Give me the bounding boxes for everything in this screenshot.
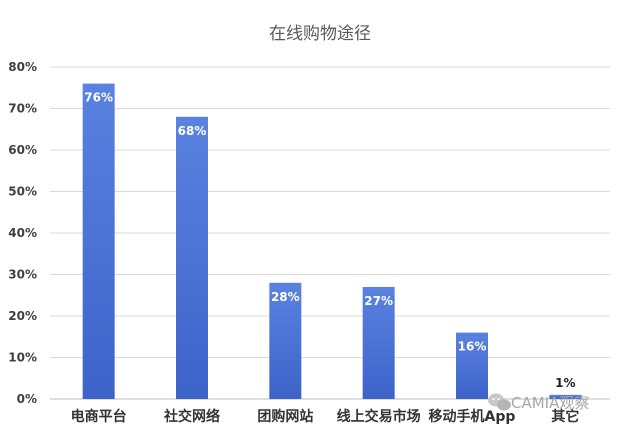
grid-lines: [50, 66, 610, 400]
chart-title: 在线购物途径: [269, 24, 371, 44]
data-label: 1%: [555, 376, 575, 390]
x-category-label: 线上交易市场: [337, 408, 421, 425]
y-tick-label: 60%: [8, 143, 37, 157]
data-label: 28%: [271, 290, 300, 304]
bars: [82, 83, 582, 400]
y-tick-label: 70%: [8, 102, 37, 116]
x-category-label: 移动手机App: [429, 408, 516, 425]
x-axis-labels: 电商平台 社交网络 团购网站 线上交易市场 移动手机App 其它: [71, 408, 580, 425]
x-category-label: 社交网络: [163, 408, 220, 425]
x-category-label: 电商平台: [71, 408, 127, 425]
y-tick-label: 80%: [8, 60, 37, 74]
data-label: 68%: [178, 124, 207, 138]
bar: [176, 116, 208, 400]
bar: [82, 83, 115, 399]
data-label: 16%: [458, 340, 487, 354]
y-tick-label: 40%: [8, 226, 37, 240]
y-tick-label: 10%: [8, 351, 37, 365]
bar: [269, 282, 302, 399]
y-tick-label: 30%: [8, 268, 37, 282]
data-label: 27%: [364, 294, 393, 308]
bar: [362, 286, 395, 399]
watermark-text: CAMIA观察: [511, 394, 589, 412]
data-labels: 76% 68% 28% 27% 16% 1%: [84, 91, 575, 390]
y-axis-ticks: 0% 10% 20% 30% 40% 50% 60% 70% 80%: [8, 60, 37, 406]
data-label: 76%: [84, 91, 113, 105]
y-tick-label: 50%: [8, 185, 37, 199]
bar: [549, 394, 582, 399]
x-category-label: 其它: [551, 408, 579, 425]
x-category-label: 团购网站: [257, 408, 313, 425]
bar: [456, 332, 488, 399]
wechat-icon: [488, 393, 511, 411]
y-tick-label: 20%: [8, 309, 37, 323]
watermark: CAMIA观察: [488, 393, 589, 412]
y-tick-label: 0%: [17, 392, 37, 406]
